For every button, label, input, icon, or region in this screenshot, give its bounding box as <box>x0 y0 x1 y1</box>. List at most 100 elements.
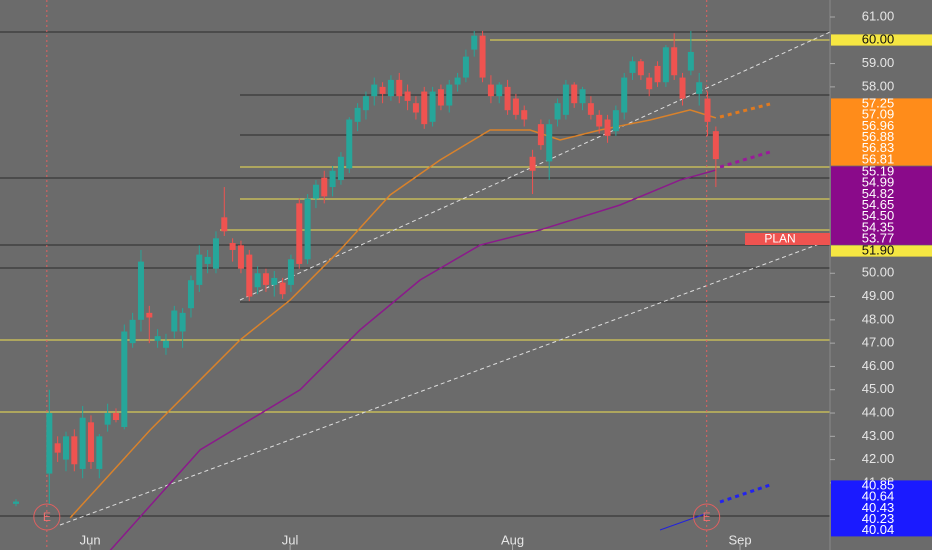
price-label: 57.25 <box>862 95 895 110</box>
price-label-box <box>831 480 932 537</box>
price-label: 53.77 <box>862 231 895 246</box>
candle-body <box>187 280 194 309</box>
candle-body <box>496 84 503 97</box>
price-label: 51.90 <box>862 242 895 257</box>
candle-body <box>246 254 253 297</box>
candle-body <box>221 217 228 232</box>
candle-body <box>62 436 69 460</box>
event-label: E <box>703 510 711 524</box>
candle-body <box>462 56 469 78</box>
candle-body <box>54 443 61 453</box>
candle-body <box>254 273 261 288</box>
candle-body <box>554 103 561 120</box>
candle-body <box>546 124 553 162</box>
candle-body <box>229 242 236 250</box>
price-label: 54.50 <box>862 208 895 223</box>
price-label: 40.64 <box>862 489 895 504</box>
price-label: 54.82 <box>862 186 895 201</box>
candle-body <box>137 261 144 320</box>
y-tick-label: 45.00 <box>862 381 895 396</box>
candle-body <box>504 86 511 111</box>
candle-body <box>704 98 711 122</box>
candle-body <box>162 340 169 348</box>
price-label: 57.09 <box>862 107 895 122</box>
candle-body <box>404 91 411 101</box>
candle-body <box>104 413 111 425</box>
candle-body <box>471 35 478 50</box>
price-label: 40.85 <box>862 477 895 492</box>
candle-body <box>596 114 603 127</box>
candle-body <box>154 336 161 341</box>
candle-body <box>371 84 378 97</box>
price-label: 55.19 <box>862 163 895 178</box>
candle-body <box>396 79 403 97</box>
candle-body <box>421 91 428 125</box>
candle-body <box>237 245 244 269</box>
projection-dots <box>719 483 771 504</box>
candle-body <box>46 413 53 474</box>
candle-body <box>621 77 628 113</box>
event-label: E <box>43 510 51 524</box>
candle-body <box>529 156 536 171</box>
candle-body <box>287 259 294 285</box>
y-tick-label: 44.00 <box>862 404 895 419</box>
candle-body <box>687 51 694 71</box>
price-label: 54.99 <box>862 175 895 190</box>
level-lines <box>0 31 831 531</box>
price-label: 56.83 <box>862 140 895 155</box>
candle-body <box>212 238 219 269</box>
y-tick-label: 49.00 <box>862 288 895 303</box>
candle-body <box>654 65 661 83</box>
candle-body <box>571 84 578 104</box>
event-marker <box>693 503 721 531</box>
y-tick-label: 47.00 <box>862 335 895 350</box>
candle-body <box>696 82 703 94</box>
candle-body <box>321 177 328 197</box>
candle-body <box>129 319 136 344</box>
candle-body <box>329 170 336 188</box>
price-label: 56.88 <box>862 129 895 144</box>
candle-body <box>429 91 436 122</box>
candle-body <box>387 79 394 97</box>
plan-label: PLAN <box>764 232 795 246</box>
price-label-box <box>831 34 932 46</box>
price-label: 40.43 <box>862 500 895 515</box>
x-tick-label: Jul <box>282 532 299 547</box>
candle-body <box>437 89 444 106</box>
price-label-box <box>831 98 932 166</box>
candle-body <box>604 119 611 136</box>
candle-body <box>362 96 369 111</box>
y-tick-label: 42.00 <box>862 451 895 466</box>
candle-body <box>679 77 686 99</box>
candle-body <box>512 98 519 115</box>
y-tick-label: 58.00 <box>862 78 895 93</box>
candle-body <box>454 77 461 85</box>
candle-body <box>712 131 719 160</box>
candle-body <box>521 110 528 120</box>
moving-average <box>109 169 717 550</box>
candle-body <box>146 312 153 318</box>
candle-body <box>279 282 286 295</box>
candle-body <box>637 61 644 76</box>
y-tick-label: 46.00 <box>862 358 895 373</box>
event-marker <box>33 503 61 531</box>
price-label-box <box>831 166 932 245</box>
candle-body <box>487 84 494 97</box>
y-tick-label: 48.00 <box>862 311 895 326</box>
candle-body <box>579 89 586 104</box>
price-label: 54.65 <box>862 197 895 212</box>
candle-body <box>412 103 419 113</box>
candle-body <box>271 277 278 285</box>
x-tick-label: Jun <box>80 532 101 547</box>
plan-box <box>745 233 830 245</box>
price-label: 60.00 <box>862 31 895 46</box>
candle-body <box>96 436 103 469</box>
candle-body <box>204 256 211 264</box>
candle-body <box>79 417 86 469</box>
candle-body <box>354 107 361 122</box>
candle-body <box>379 86 386 94</box>
y-tick-label: 59.00 <box>862 55 895 70</box>
candle-body <box>337 156 344 181</box>
